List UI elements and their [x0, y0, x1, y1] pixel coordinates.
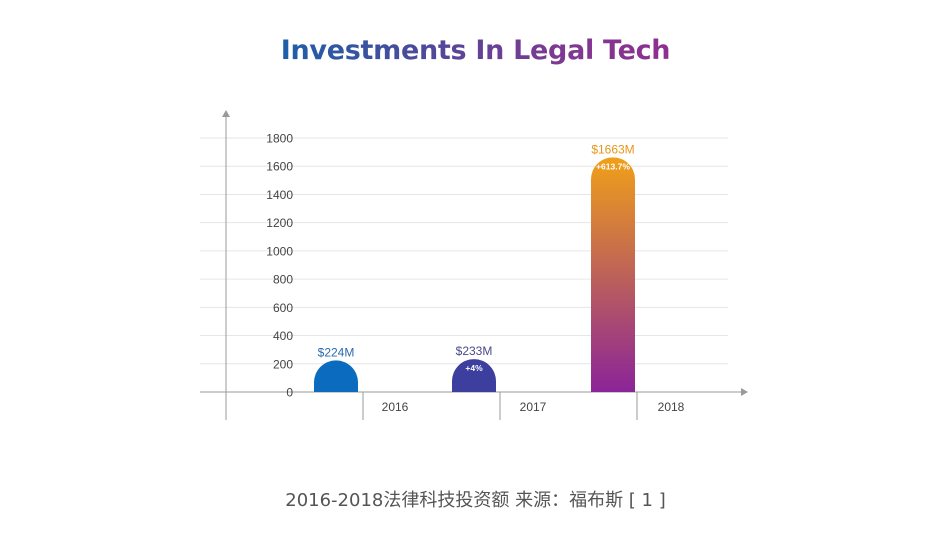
y-tick-label: 0: [286, 386, 293, 400]
value-label: $233M: [456, 344, 493, 358]
y-tick-label: 800: [273, 273, 293, 287]
chart-title-text: Investments In Legal Tech: [280, 35, 671, 66]
value-label: $1663M: [591, 142, 634, 156]
y-tick-label: 1800: [266, 132, 293, 146]
growth-label: +4%: [465, 363, 483, 373]
y-tick-label: 1600: [266, 160, 293, 174]
chart-title: Investments In Legal Tech: [0, 31, 951, 71]
y-tick-label: 1000: [266, 244, 293, 258]
growth-label: +613.7%: [596, 161, 630, 171]
y-tick-label: 400: [273, 329, 293, 343]
chart-caption: 2016-2018法律科技投资额 来源：福布斯 [ 1 ]: [285, 490, 666, 511]
value-label: $224M: [318, 345, 355, 359]
y-tick-label: 1400: [266, 188, 293, 202]
x-tick-label: 2017: [520, 400, 547, 414]
y-tick-label: 1200: [266, 216, 293, 230]
y-axis-arrow: [222, 110, 230, 117]
x-tick-label: 2016: [382, 400, 409, 414]
y-axis-ticks: 0 200 400 600 800 1000 1200 1400 1600 1800: [266, 132, 293, 400]
data-labels: $224M $233M +4% $1663M +613.7%: [318, 142, 635, 373]
grid-lines: [200, 137, 728, 365]
x-axis-arrow: [741, 388, 748, 396]
x-axis-ticks: 2016 2017 2018: [382, 400, 685, 414]
bars: [314, 157, 635, 392]
x-tick-label: 2018: [658, 400, 685, 414]
y-tick-label: 600: [273, 301, 293, 315]
y-tick-label: 200: [273, 357, 293, 371]
bar-2016: [314, 360, 358, 392]
bar-2017: [452, 359, 496, 392]
bar-2018: [591, 157, 635, 392]
